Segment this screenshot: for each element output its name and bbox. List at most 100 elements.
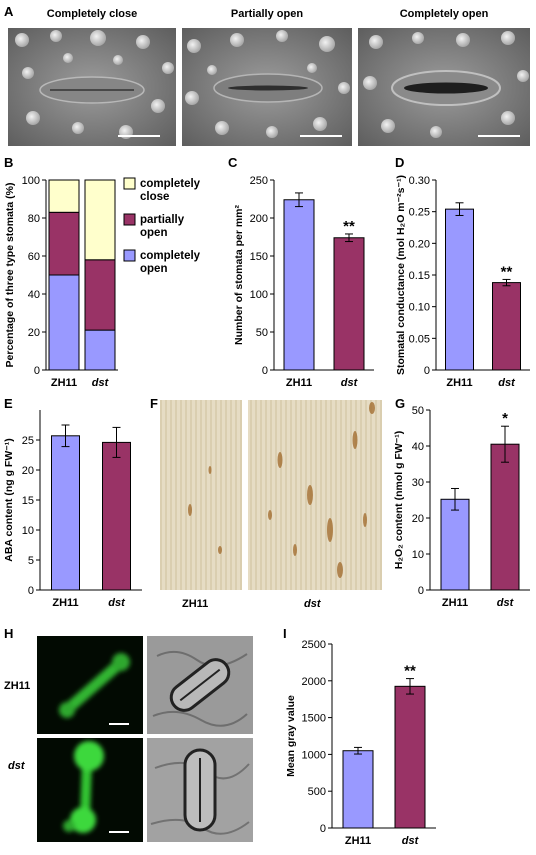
y-axis-label-b: Percentage of three type stomata (%) — [4, 183, 16, 368]
y-axis-label-c: Number of stomata per mm² — [233, 204, 245, 345]
x-tick-label-c: dst — [341, 377, 359, 389]
panel-letter-a: A — [4, 4, 14, 19]
y-tick-label-d: 0.05 — [409, 333, 430, 345]
y-axis-label-i: Mean gray value — [285, 695, 297, 777]
sem-image-partially-open — [182, 28, 352, 146]
y-tick-label-b: 60 — [28, 251, 40, 263]
panel-letter-b: B — [4, 155, 14, 170]
legend-label: completely — [140, 178, 201, 190]
bar-i-dst — [394, 685, 426, 829]
y-tick-label-g: 40 — [412, 441, 424, 453]
y-tick-label-g: 30 — [412, 477, 424, 489]
panel-letter-d: D — [395, 155, 405, 170]
x-tick-label-g: ZH11 — [442, 597, 468, 609]
panel-letter-h: H — [4, 626, 14, 641]
chart-g: 0 10 20 30 40 50 ZH11 * dst H₂O₂ content (nmol g … — [390, 396, 536, 623]
stack-segment-zh11-2 — [48, 179, 80, 213]
panel-letter-g: G — [395, 396, 406, 411]
legend-label: partially — [140, 214, 185, 226]
chart-e: 0 5 10 15 20 25 ZH11 dst ABA content (ng g FW⁻¹) — [0, 396, 150, 623]
x-tick-label-b: ZH11 — [51, 377, 77, 389]
leaf-staining-image — [160, 400, 382, 590]
x-tick-label-e: ZH11 — [52, 597, 78, 609]
fluorescence-image-dst — [37, 738, 143, 842]
y-tick-label-e: 5 — [28, 555, 34, 567]
y-tick-label-e: 25 — [22, 435, 34, 447]
x-tick-label-g: dst — [497, 597, 515, 609]
chart-d: 0 0.05 0.10 0.15 0.20 0.25 0.30 ZH11 ** dst Stomat… — [392, 168, 536, 403]
x-tick-label-c: ZH11 — [286, 377, 312, 389]
chart-c: 0 50 100 150 200 250 ZH11 ** dst Number of stomat… — [228, 168, 396, 403]
y-tick-label-e: 10 — [22, 525, 34, 537]
y-tick-label-b: 0 — [34, 365, 40, 377]
y-tick-label-i: 0 — [320, 823, 326, 835]
significance-mark: ** — [404, 663, 416, 680]
legend-label: open — [140, 227, 167, 239]
y-tick-label-d: 0.20 — [409, 238, 430, 250]
panel-letter-i: I — [283, 626, 287, 641]
legend-swatch — [123, 177, 136, 190]
bar-g-dst — [490, 443, 520, 591]
y-tick-label-d: 0.25 — [409, 207, 430, 219]
leaf-label-dst: dst — [304, 598, 321, 610]
stack-segment-zh11-0 — [48, 274, 80, 371]
panel-letter-e: E — [4, 396, 13, 411]
y-tick-label-d: 0.30 — [409, 175, 430, 187]
y-tick-label-b: 80 — [28, 213, 40, 225]
panel-a-title-1: Completely close — [46, 8, 138, 20]
y-tick-label-g: 10 — [412, 549, 424, 561]
y-tick-label-b: 40 — [28, 289, 40, 301]
panel-letter-c: C — [228, 155, 238, 170]
y-axis-label-d: Stomatal conductance (mol H₂O m⁻²s⁻¹) — [395, 175, 407, 375]
brightfield-image-zh11 — [147, 636, 253, 734]
y-tick-label-e: 20 — [22, 465, 34, 477]
legend-label: close — [140, 191, 169, 203]
y-tick-label-i: 500 — [308, 786, 326, 798]
h-row-label-zh11: ZH11 — [4, 680, 31, 692]
x-tick-label-d: ZH11 — [446, 377, 472, 389]
y-tick-label-g: 50 — [412, 405, 424, 417]
legend-swatch — [123, 213, 136, 226]
bar-g-zh11 — [440, 498, 470, 591]
y-axis-label-g: H₂O₂ content (nmol g FW⁻¹) — [393, 431, 405, 570]
y-tick-label-e: 15 — [22, 495, 34, 507]
y-tick-label-i: 2500 — [302, 639, 326, 651]
stack-segment-dst-0 — [84, 329, 116, 371]
sem-image-completely-close — [8, 28, 176, 146]
y-tick-label-i: 1000 — [302, 749, 326, 761]
legend-label: open — [140, 263, 167, 275]
fluorescence-image-zh11 — [37, 636, 143, 734]
x-tick-label-i: dst — [402, 835, 420, 847]
y-tick-label-b: 100 — [22, 175, 40, 187]
h-row-label-dst: dst — [8, 760, 25, 772]
bar-i-zh11 — [342, 750, 374, 829]
y-tick-label-c: 0 — [262, 365, 268, 377]
y-tick-label-c: 200 — [250, 213, 268, 225]
significance-mark: * — [502, 410, 508, 427]
y-tick-label-c: 100 — [250, 289, 268, 301]
x-tick-label-e: dst — [108, 597, 126, 609]
panel-a-title-3: Completely open — [399, 8, 489, 20]
x-tick-label-b: dst — [92, 377, 110, 389]
stack-segment-dst-2 — [84, 179, 116, 261]
y-axis-label-e: ABA content (ng g FW⁻¹) — [3, 438, 15, 562]
brightfield-image-dst — [147, 738, 253, 842]
significance-mark: ** — [501, 263, 513, 280]
bar-d-dst — [492, 282, 521, 371]
y-tick-label-d: 0 — [424, 365, 430, 377]
bar-e-zh11 — [51, 435, 80, 591]
y-tick-label-d: 0.10 — [409, 302, 430, 314]
chart-i: 0 500 1000 1500 2000 2500 ZH11 ** dst Mean gray v… — [282, 630, 442, 855]
bar-c-dst — [333, 237, 365, 371]
leaf-label-zh11: ZH11 — [182, 598, 209, 610]
stack-segment-zh11-1 — [48, 211, 80, 276]
sem-image-completely-open — [358, 28, 530, 146]
y-tick-label-i: 1500 — [302, 713, 326, 725]
y-tick-label-i: 2000 — [302, 676, 326, 688]
y-tick-label-c: 250 — [250, 175, 268, 187]
bar-e-dst — [102, 441, 131, 591]
y-tick-label-d: 0.15 — [409, 270, 430, 282]
y-tick-label-g: 0 — [418, 585, 424, 597]
significance-mark: ** — [343, 218, 355, 235]
y-tick-label-b: 20 — [28, 327, 40, 339]
